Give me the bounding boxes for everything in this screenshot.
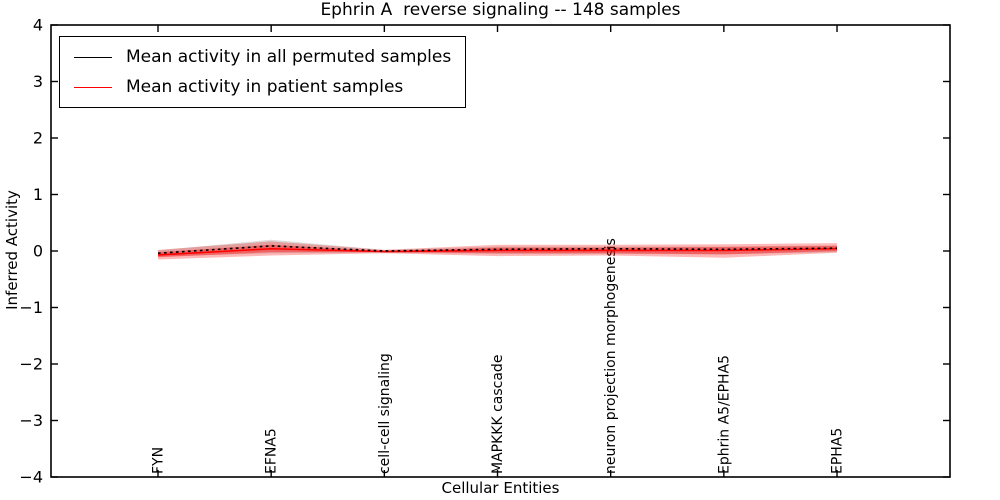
x-tick-label: Ephrin A5/EPHA5 (716, 355, 732, 474)
patient-mean-line (157, 247, 838, 256)
legend-line-sample-red (74, 86, 112, 88)
chart-title: Ephrin A reverse signaling -- 148 sample… (320, 0, 681, 20)
y-tick-label: −4 (19, 468, 43, 487)
legend-item-patient: Mean activity in patient samples (74, 74, 451, 100)
legend-line-sample-black (74, 56, 112, 58)
x-tick-label: EFNA5 (264, 428, 280, 474)
y-tick-label: 4 (33, 16, 43, 35)
x-tick-label: EPHA5 (830, 428, 846, 474)
y-tick-label: 1 (33, 185, 43, 204)
x-tick-label: FYN (151, 447, 167, 474)
x-tick-label: neuron projection morphogenesis (603, 238, 619, 474)
y-tick-label: −3 (19, 411, 43, 430)
y-tick-label: 2 (33, 129, 43, 148)
legend-item-permuted: Mean activity in all permuted samples (74, 44, 451, 70)
x-tick-label: cell-cell signaling (377, 353, 393, 474)
permuted-samples-std-band (158, 239, 838, 257)
y-tick-label: −2 (19, 355, 43, 374)
y-axis-label: Inferred Activity (3, 190, 21, 310)
legend-label-patient: Mean activity in patient samples (126, 77, 404, 97)
y-tick-label: −1 (19, 298, 43, 317)
x-axis-label: Cellular Entities (441, 479, 560, 497)
y-tick-label: 0 (33, 242, 43, 261)
legend-label-permuted: Mean activity in all permuted samples (126, 47, 452, 67)
y-tick-label: 3 (33, 72, 43, 91)
permuted-mean-line (157, 245, 838, 255)
x-tick-label: MAPKKK cascade (490, 355, 506, 474)
legend: Mean activity in all permuted samples Me… (59, 36, 467, 108)
